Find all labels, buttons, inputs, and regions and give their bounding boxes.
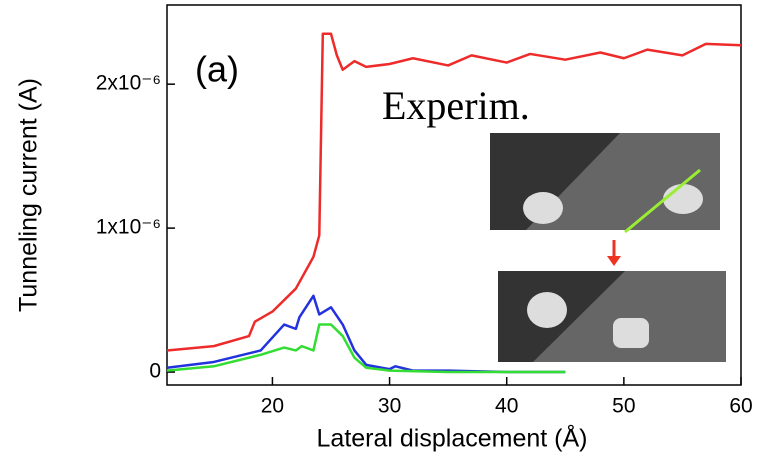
y-tick-label: 2x10⁻⁶: [96, 72, 161, 95]
inset: [490, 133, 726, 362]
annotation: Experim.: [382, 83, 530, 128]
panel-label: (a): [195, 49, 239, 90]
chart: (a) Experim. Lateral displacement (Å) Tu…: [0, 0, 762, 468]
x-tick-label: 30: [378, 395, 401, 418]
x-tick-label: 60: [729, 395, 752, 418]
x-tick-label: 20: [261, 395, 284, 418]
x-tick-label: 40: [495, 395, 518, 418]
y-axis-label: Tunneling current (A): [15, 78, 43, 312]
x-axis-label: Lateral displacement (Å): [317, 423, 588, 453]
x-tick-label: 50: [612, 395, 635, 418]
y-tick-label: 1x10⁻⁶: [96, 216, 161, 239]
y-tick-label: 0: [149, 360, 161, 383]
